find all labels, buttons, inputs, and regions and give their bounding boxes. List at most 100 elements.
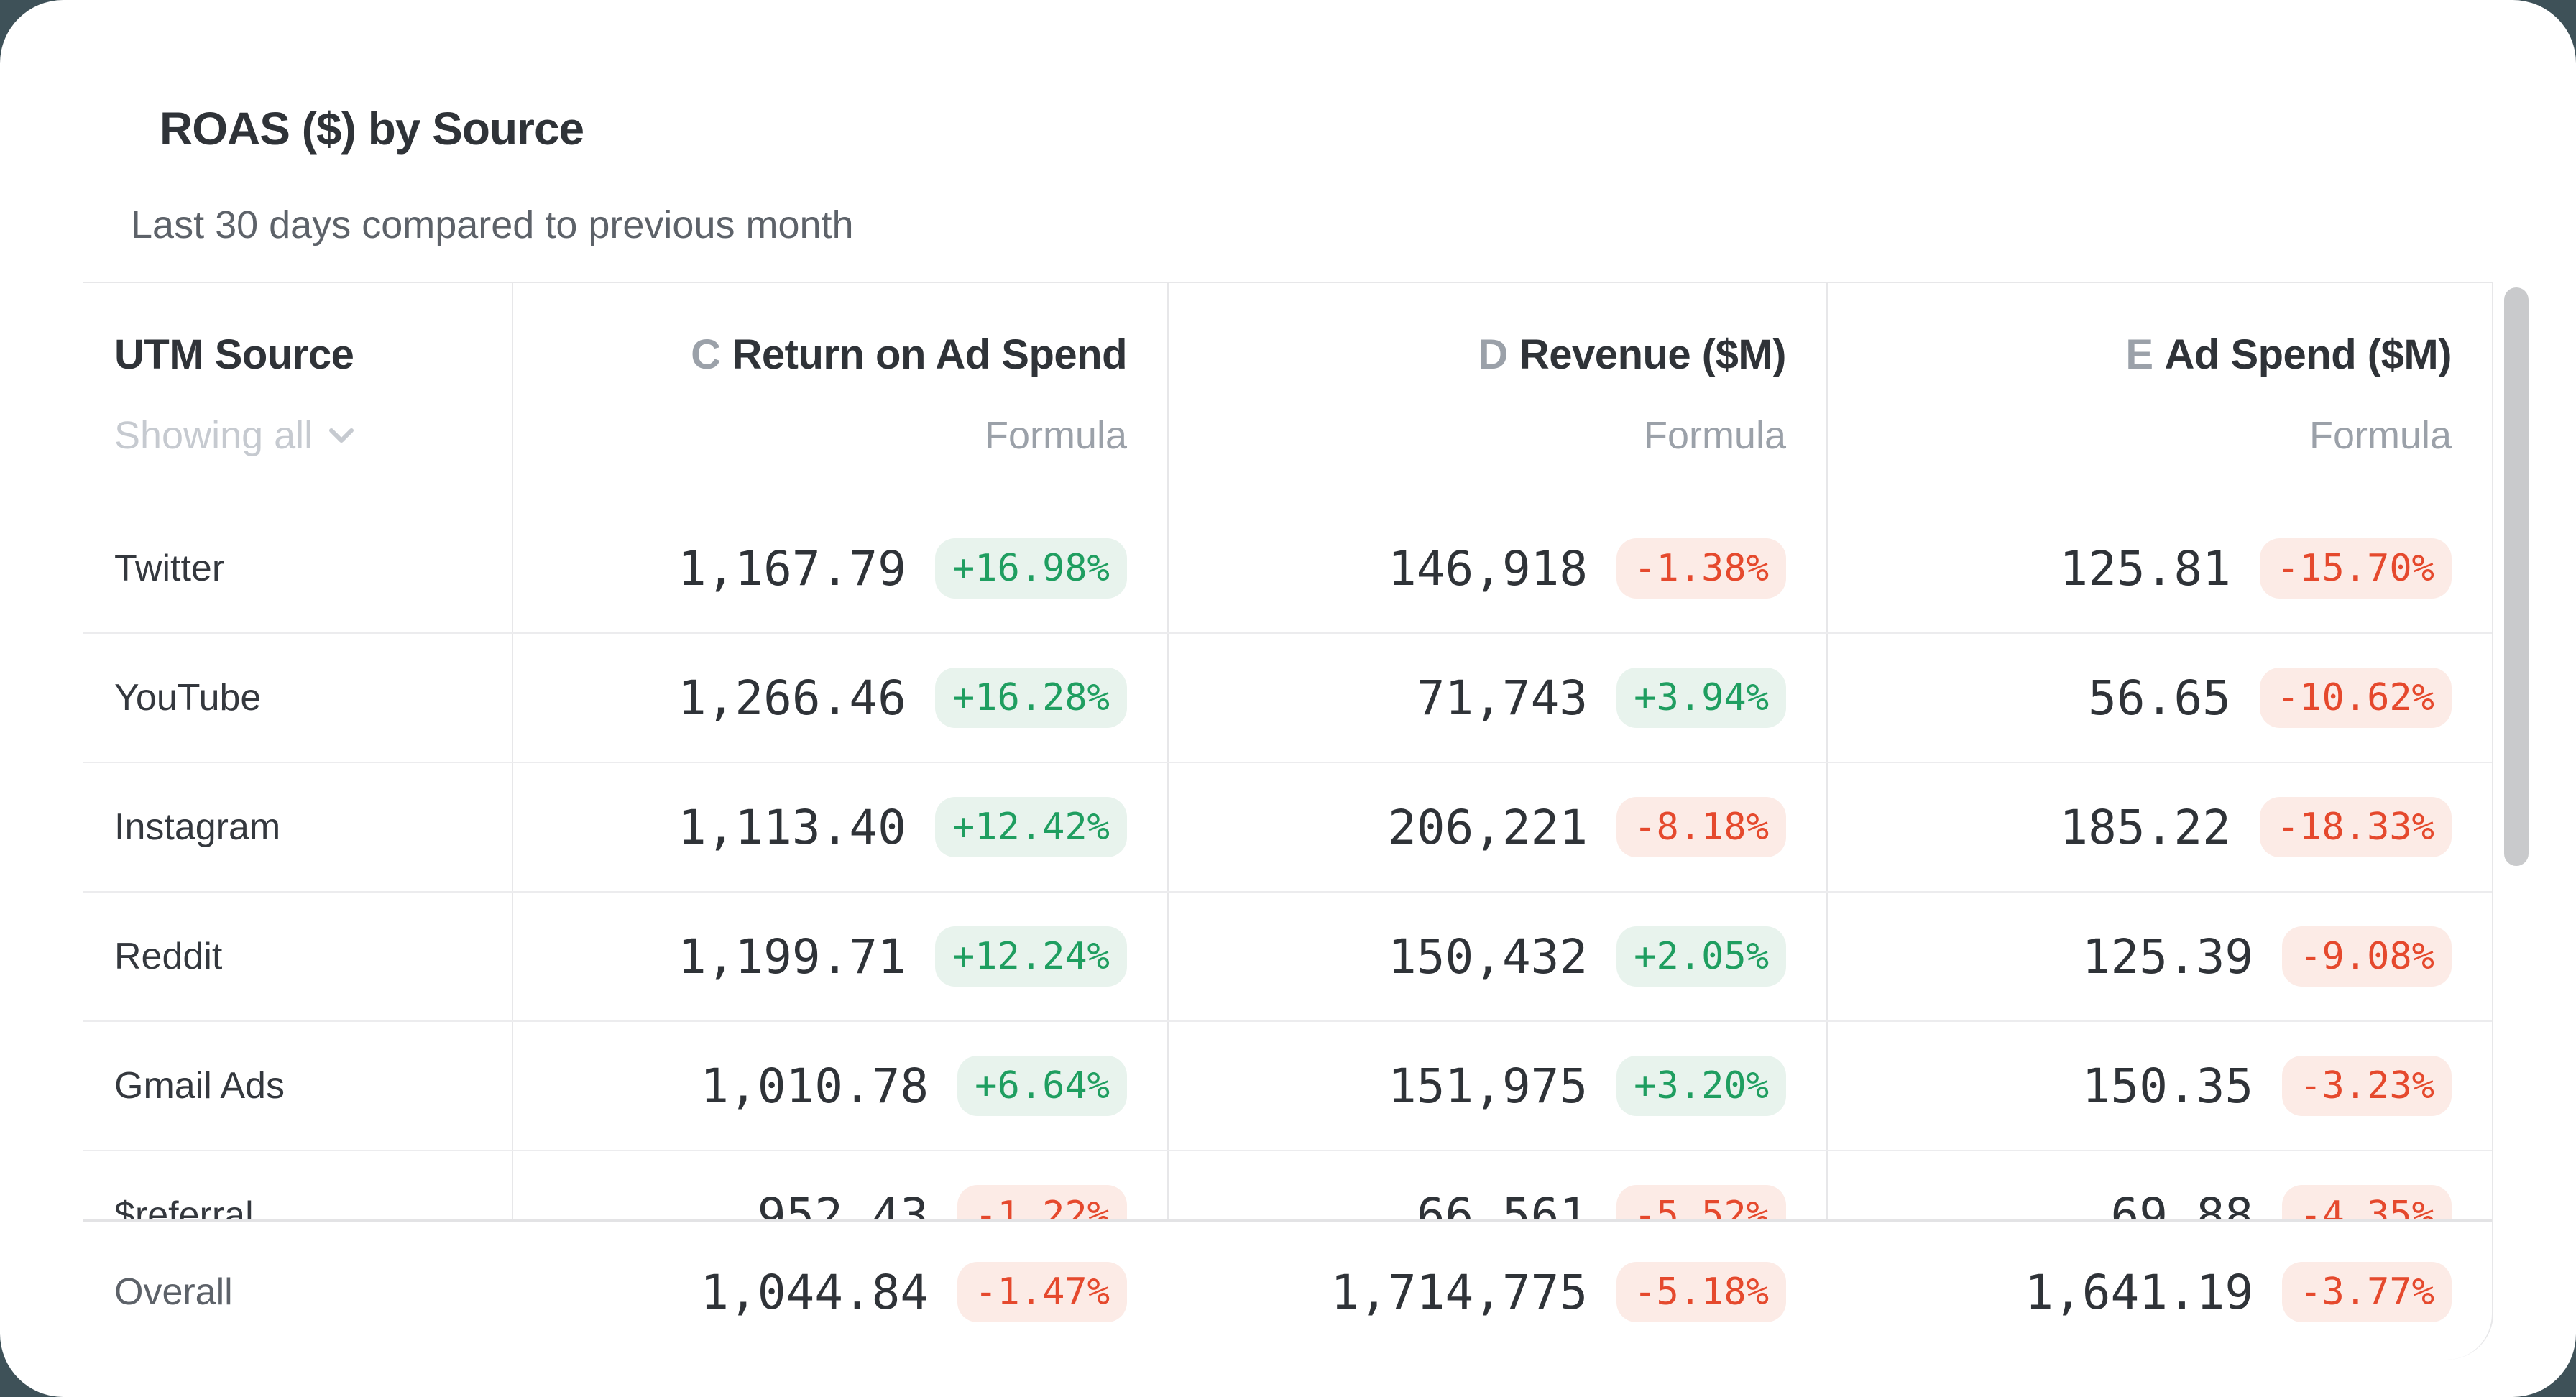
formula-label: Formula [984, 413, 1127, 457]
metric-cell: 69.88 -4.35% [1826, 1151, 2492, 1219]
metric-cell: 150,432 +2.05% [1167, 893, 1826, 1020]
delta-badge: -3.77% [2282, 1262, 2452, 1322]
metric-value: 151,975 [1388, 1058, 1588, 1114]
metric-cell: 1,714,775 -5.18% [1167, 1222, 1826, 1363]
metric-cell: 1,167.79 +16.98% [512, 504, 1167, 632]
table-row-youtube: YouTube 1,266.46 +16.28% 71,743 +3.94% 5… [83, 632, 2492, 762]
delta-badge: -4.35% [2282, 1185, 2452, 1219]
scrollbar-thumb[interactable] [2504, 287, 2529, 866]
column-header-adspend: E Ad Spend ($M) Formula [1826, 283, 2492, 504]
delta-badge: -1.38% [1616, 538, 1786, 599]
delta-badge: -9.08% [2282, 926, 2452, 987]
delta-badge: -10.62% [2259, 668, 2452, 728]
metric-value: 150.35 [2082, 1058, 2254, 1114]
metric-value: 1,167.79 [677, 540, 906, 596]
source-label: YouTube [114, 677, 262, 719]
table-row-gmail-ads: Gmail Ads 1,010.78 +6.64% 151,975 +3.20%… [83, 1020, 2492, 1150]
page-title: ROAS ($) by Source [160, 103, 584, 155]
delta-badge: +16.28% [934, 668, 1127, 728]
chevron-down-icon [326, 425, 357, 446]
source-filter-dropdown[interactable]: Showing all [114, 413, 357, 458]
delta-badge: -1.47% [957, 1262, 1127, 1322]
source-cell: Twitter [83, 504, 512, 632]
source-cell: $referral [83, 1151, 512, 1219]
filter-label: Showing all [114, 413, 313, 457]
delta-badge: -5.18% [1616, 1262, 1786, 1322]
metric-cell: 56.65 -10.62% [1826, 634, 2492, 762]
column-key: E [2125, 331, 2153, 378]
delta-badge: +16.98% [934, 538, 1127, 599]
source-cell: YouTube [83, 634, 512, 762]
delta-badge: +3.20% [1616, 1056, 1786, 1116]
metric-cell: 952.43 -1.22% [512, 1151, 1167, 1219]
metric-value: 56.65 [2088, 670, 2231, 726]
column-header-utm-source: UTM Source Showing all [83, 283, 512, 504]
metric-cell: 1,199.71 +12.24% [512, 893, 1167, 1020]
metric-cell: 185.22 -18.33% [1826, 763, 2492, 891]
source-cell: Reddit [83, 893, 512, 1020]
delta-badge: +3.94% [1616, 668, 1786, 728]
delta-badge: -3.23% [2282, 1056, 2452, 1116]
utm-source-label: UTM Source [114, 331, 354, 378]
table-row-twitter: Twitter 1,167.79 +16.98% 146,918 -1.38% … [83, 504, 2492, 632]
metric-value: 1,199.71 [677, 928, 906, 985]
roas-table: UTM Source Showing all C Return on Ad Spe… [83, 282, 2493, 1360]
metric-value: 69.88 [2110, 1187, 2254, 1220]
column-label: Return on Ad Spend [732, 331, 1128, 378]
delta-badge: +6.64% [957, 1056, 1127, 1116]
metric-value: 1,010.78 [700, 1058, 929, 1114]
table-row-reddit: Reddit 1,199.71 +12.24% 150,432 +2.05% 1… [83, 891, 2492, 1020]
metric-cell: 1,641.19 -3.77% [1826, 1222, 2492, 1363]
metric-value: 66,561 [1416, 1187, 1588, 1220]
table-scroll-area[interactable]: UTM Source Showing all C Return on Ad Spe… [83, 282, 2492, 1219]
delta-badge: +12.24% [934, 926, 1127, 987]
delta-badge: -8.18% [1616, 797, 1786, 857]
metric-cell: 150.35 -3.23% [1826, 1022, 2492, 1150]
delta-badge: -15.70% [2259, 538, 2452, 599]
metric-value: 1,714,775 [1330, 1264, 1588, 1320]
formula-label: Formula [2309, 413, 2452, 457]
overall-label: Overall [114, 1271, 233, 1313]
page-subtitle: Last 30 days compared to previous month [131, 203, 854, 246]
source-cell: Overall [83, 1222, 512, 1363]
metric-cell: 1,266.46 +16.28% [512, 634, 1167, 762]
column-header-revenue: D Revenue ($M) Formula [1167, 283, 1826, 504]
metric-cell: 71,743 +3.94% [1167, 634, 1826, 762]
column-label: Revenue ($M) [1519, 331, 1787, 378]
metric-cell: 125.39 -9.08% [1826, 893, 2492, 1020]
metric-value: 125.39 [2082, 928, 2254, 985]
delta-badge: -18.33% [2259, 797, 2452, 857]
delta-badge: -1.22% [957, 1185, 1127, 1219]
column-key: D [1478, 331, 1509, 378]
source-label: $referral [114, 1194, 254, 1219]
column-key: C [691, 331, 721, 378]
metric-value: 1,641.19 [2025, 1264, 2254, 1320]
table-row-referral: $referral 952.43 -1.22% 66,561 -5.52% 69… [83, 1150, 2492, 1219]
source-label: Reddit [114, 936, 223, 977]
source-label: Gmail Ads [114, 1065, 285, 1107]
metric-cell: 151,975 +3.20% [1167, 1022, 1826, 1150]
column-label: Ad Spend ($M) [2164, 331, 2452, 378]
metric-cell: 1,113.40 +12.42% [512, 763, 1167, 891]
metric-value: 150,432 [1388, 928, 1588, 985]
table-header-row: UTM Source Showing all C Return on Ad Spe… [83, 283, 2492, 504]
metric-value: 1,113.40 [677, 799, 906, 855]
delta-badge: +12.42% [934, 797, 1127, 857]
metric-value: 206,221 [1388, 799, 1588, 855]
delta-badge: +2.05% [1616, 926, 1786, 987]
formula-label: Formula [1643, 413, 1786, 457]
metric-value: 71,743 [1416, 670, 1588, 726]
source-label: Instagram [114, 806, 281, 848]
column-header-roas: C Return on Ad Spend Formula [512, 283, 1167, 504]
table-row-instagram: Instagram 1,113.40 +12.42% 206,221 -8.18… [83, 762, 2492, 891]
metric-value: 1,044.84 [700, 1264, 929, 1320]
delta-badge: -5.52% [1616, 1185, 1786, 1219]
overall-row: Overall 1,044.84 -1.47% 1,714,775 -5.18%… [83, 1219, 2492, 1363]
metric-value: 125.81 [2059, 540, 2231, 596]
metric-cell: 1,010.78 +6.64% [512, 1022, 1167, 1150]
metric-value: 146,918 [1388, 540, 1588, 596]
metric-value: 1,266.46 [677, 670, 906, 726]
metric-cell: 1,044.84 -1.47% [512, 1222, 1167, 1363]
metric-value: 185.22 [2059, 799, 2231, 855]
metric-cell: 146,918 -1.38% [1167, 504, 1826, 632]
